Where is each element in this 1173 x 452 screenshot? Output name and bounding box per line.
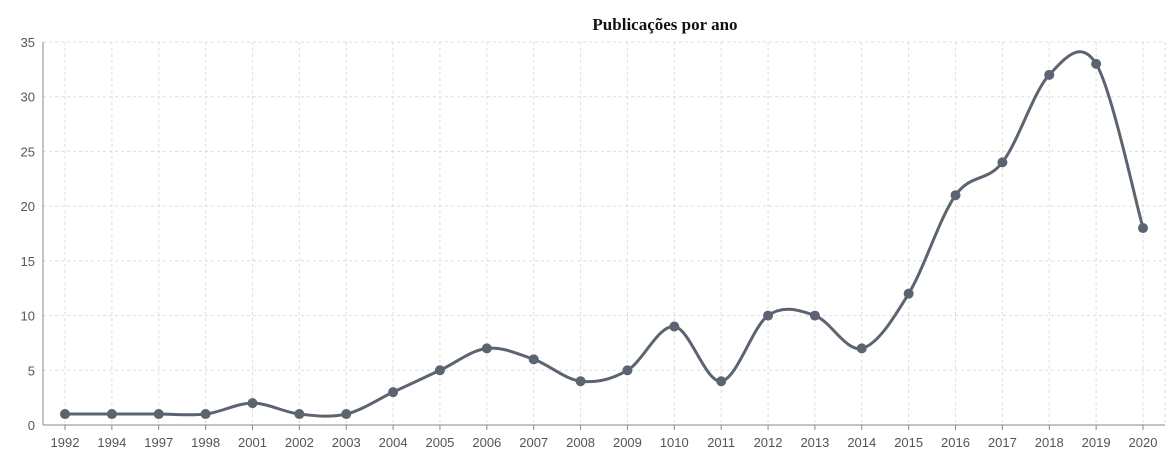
x-tick-label: 2013 (800, 435, 829, 450)
data-point (247, 398, 258, 409)
x-tick-label: 2002 (285, 435, 314, 450)
data-point (716, 376, 727, 387)
data-point (575, 376, 586, 387)
x-tick-label: 1994 (97, 435, 126, 450)
x-tick-label: 2007 (519, 435, 548, 450)
x-tick-label: 2019 (1082, 435, 1111, 450)
x-tick-label: 1992 (51, 435, 80, 450)
y-tick-label: 5 (28, 363, 35, 378)
x-tick-label: 2001 (238, 435, 267, 450)
data-points (60, 58, 1148, 420)
data-point (153, 409, 164, 420)
data-point (434, 365, 445, 376)
y-axis-ticks: 0 5 10 15 20 25 30 35 (21, 35, 35, 433)
data-point (997, 157, 1008, 168)
y-tick-label: 10 (21, 309, 35, 324)
x-tick-label: 2020 (1129, 435, 1158, 450)
x-tick-label: 2009 (613, 435, 642, 450)
data-point (856, 343, 867, 354)
data-point (528, 354, 539, 365)
data-point (622, 365, 633, 376)
chart-title: Publicações por ano (592, 15, 737, 34)
x-tick-label: 2016 (941, 435, 970, 450)
data-point (60, 409, 70, 420)
data-point (200, 409, 211, 420)
x-tick-label: 2018 (1035, 435, 1064, 450)
y-tick-label: 0 (28, 418, 35, 433)
data-point (763, 310, 774, 321)
x-axis-ticks: 1992 1994 1997 1998 2001 2002 2003 2004 2005 2006… (51, 435, 1158, 450)
data-point (1138, 223, 1148, 234)
y-tick-label: 15 (21, 254, 35, 269)
series-line (63, 50, 1145, 418)
x-tick-label: 2015 (894, 435, 923, 450)
data-point (950, 190, 961, 201)
x-tick-label: 2011 (707, 435, 735, 450)
x-tick-label: 1010 (660, 435, 689, 450)
data-point (1044, 69, 1055, 80)
data-point (809, 310, 820, 321)
data-point (294, 409, 305, 420)
x-tick-label: 2004 (379, 435, 408, 450)
y-tick-label: 35 (21, 35, 35, 50)
y-tick-label: 30 (21, 90, 35, 105)
data-point (341, 409, 352, 420)
x-tick-label: 2005 (425, 435, 454, 450)
data-point (669, 321, 680, 332)
data-point (388, 387, 399, 398)
data-point (481, 343, 492, 354)
data-point (903, 288, 914, 299)
x-tick-label: 2014 (847, 435, 876, 450)
x-tick-label: 2012 (754, 435, 783, 450)
axes (42, 42, 1165, 430)
x-tick-label: 2003 (332, 435, 361, 450)
x-tick-label: 2006 (472, 435, 501, 450)
x-tick-label: 1998 (191, 435, 220, 450)
y-tick-label: 20 (21, 199, 35, 214)
x-tick-label: 1997 (144, 435, 173, 450)
data-point (1091, 58, 1102, 69)
x-tick-label: 2008 (566, 435, 595, 450)
data-point (106, 409, 117, 420)
x-tick-label: 2017 (988, 435, 1017, 450)
grid (43, 41, 1166, 425)
y-tick-label: 25 (21, 144, 35, 159)
